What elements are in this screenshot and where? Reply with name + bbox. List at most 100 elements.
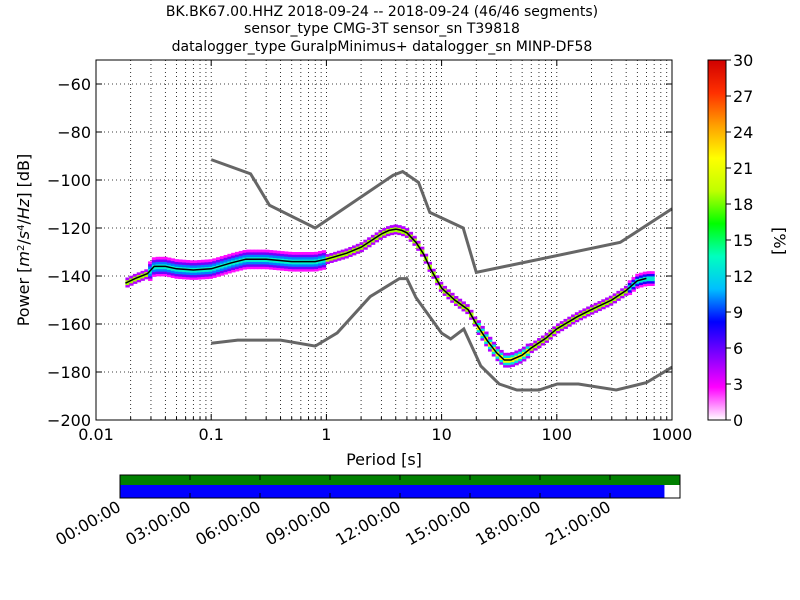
psd-cell xyxy=(386,228,391,232)
psd-cell xyxy=(227,261,232,264)
psd-cell xyxy=(295,264,300,267)
psd-cell xyxy=(212,275,217,278)
psd-cell xyxy=(155,268,160,272)
psd-cell xyxy=(257,249,262,253)
psd-cell xyxy=(389,229,395,233)
psd-cell xyxy=(250,249,255,253)
psd-cell xyxy=(170,267,176,271)
psd-cell xyxy=(650,276,655,279)
psd-cell xyxy=(567,316,572,320)
psd-cell xyxy=(227,256,232,260)
psd-cell xyxy=(627,289,633,293)
psd-cell xyxy=(484,331,489,335)
psd-cell xyxy=(484,336,489,340)
psd-cell xyxy=(151,271,157,275)
y-tick-label: −60 xyxy=(57,75,91,94)
psd-cell xyxy=(597,308,602,312)
psd-cell xyxy=(382,227,387,231)
psd-cell xyxy=(646,283,651,286)
psd-cell xyxy=(352,250,357,253)
psd-cell xyxy=(151,274,157,277)
psd-cell xyxy=(359,246,364,250)
psd-cell xyxy=(306,259,312,262)
psd-cell xyxy=(423,260,429,264)
psd-cell xyxy=(442,288,448,292)
psd-cell xyxy=(348,246,353,250)
psd-cell xyxy=(193,274,198,278)
psd-cell xyxy=(586,311,591,315)
psd-cell xyxy=(559,328,565,332)
psd-cell xyxy=(635,285,640,289)
psd-cell xyxy=(219,258,225,262)
psd-cell xyxy=(631,286,636,290)
psd-cell xyxy=(272,252,278,256)
psd-cell xyxy=(272,259,278,263)
psd-cell xyxy=(510,356,516,360)
psd-cell xyxy=(197,260,202,263)
psd-cell xyxy=(525,343,531,347)
psd-cell xyxy=(253,266,259,270)
psd-cell xyxy=(620,288,625,292)
psd-cell xyxy=(533,340,538,344)
psd-cell xyxy=(166,262,172,266)
psd-cell xyxy=(227,258,232,262)
psd-cell xyxy=(605,299,610,303)
psd-cell xyxy=(597,303,602,307)
psd-cell xyxy=(170,258,176,262)
psd-cell xyxy=(231,255,236,259)
psd-cell xyxy=(321,264,327,268)
psd-cell xyxy=(284,261,289,264)
psd-cell xyxy=(250,259,255,262)
psd-cell xyxy=(182,271,187,275)
plot-area xyxy=(96,60,672,420)
psd-cell xyxy=(314,266,319,270)
psd-cell xyxy=(216,259,221,263)
psd-cell xyxy=(234,259,240,262)
psd-cell xyxy=(612,300,617,304)
psd-cell xyxy=(318,250,323,254)
psd-cell xyxy=(476,332,482,335)
psd-cell xyxy=(185,276,191,280)
psd-cell xyxy=(234,268,240,272)
psd-cell xyxy=(333,256,338,260)
psd-cell xyxy=(276,267,281,271)
psd-cell xyxy=(163,271,168,274)
psd-cell xyxy=(457,301,463,304)
psd-cell xyxy=(287,256,293,260)
psd-cell xyxy=(321,259,327,263)
psd-cell xyxy=(514,362,519,366)
psd-cell xyxy=(185,269,191,273)
psd-cell xyxy=(234,263,240,267)
psd-cell xyxy=(197,264,202,268)
psd-cell xyxy=(276,250,281,254)
psd-cell xyxy=(552,326,557,330)
psd-cell xyxy=(616,290,621,294)
psd-cell xyxy=(586,306,591,310)
psd-cell xyxy=(404,235,410,238)
psd-cell xyxy=(306,266,312,270)
psd-cell xyxy=(457,305,463,309)
psd-cell xyxy=(227,265,232,269)
psd-cell xyxy=(136,277,142,280)
psd-cell xyxy=(189,269,194,273)
psd-cell xyxy=(272,264,278,268)
psd-cell xyxy=(404,232,410,236)
psd-cell xyxy=(261,259,266,262)
psd-cell xyxy=(159,264,164,267)
psd-cell xyxy=(302,259,308,262)
psd-cell xyxy=(321,266,327,270)
psd-cell xyxy=(280,253,285,257)
psd-cell xyxy=(163,266,168,270)
psd-cell xyxy=(423,253,429,257)
psd-cell xyxy=(495,348,500,352)
psd-cell xyxy=(287,266,293,270)
psd-cell xyxy=(431,268,436,272)
psd-cell xyxy=(578,310,583,314)
psd-cell xyxy=(148,270,153,274)
psd-cell xyxy=(321,252,327,256)
psd-cell xyxy=(393,231,398,235)
psd-cell xyxy=(540,340,546,344)
psd-cell xyxy=(257,261,262,265)
psd-cell xyxy=(299,256,304,260)
